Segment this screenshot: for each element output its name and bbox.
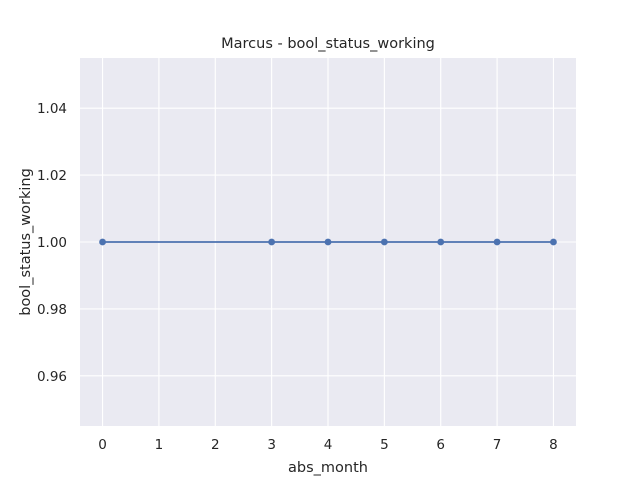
x-tick-label: 8	[549, 437, 558, 453]
data-point	[380, 238, 388, 246]
y-tick-label: 0.98	[37, 302, 67, 318]
data-point	[99, 238, 106, 246]
x-tick-label: 2	[211, 437, 220, 453]
chart-title: Marcus - bool_status_working	[221, 36, 435, 52]
x-tick-label: 1	[155, 437, 164, 453]
data-point	[437, 238, 445, 246]
x-tick-label: 3	[267, 437, 276, 453]
series-layer	[99, 238, 557, 246]
x-tick-label: 5	[380, 437, 389, 453]
x-tick-label: 0	[98, 437, 107, 453]
data-point	[268, 238, 276, 246]
data-point	[493, 238, 501, 246]
y-tick-label: 1.00	[37, 235, 67, 251]
y-tick-label: 1.04	[37, 101, 67, 117]
x-tick-label: 6	[436, 437, 445, 453]
data-point	[550, 238, 557, 246]
tick-labels: 0 1 2 3 4 5 6 7 8 0.96 0.98 1.00 1.02 1.04	[37, 101, 558, 453]
y-axis-title: bool_status_working	[18, 168, 34, 316]
x-tick-label: 4	[324, 437, 333, 453]
y-tick-label: 1.02	[37, 168, 67, 184]
y-tick-label: 0.96	[37, 369, 67, 385]
x-axis-title: abs_month	[288, 460, 368, 476]
x-tick-label: 7	[493, 437, 502, 453]
data-point	[324, 238, 332, 246]
